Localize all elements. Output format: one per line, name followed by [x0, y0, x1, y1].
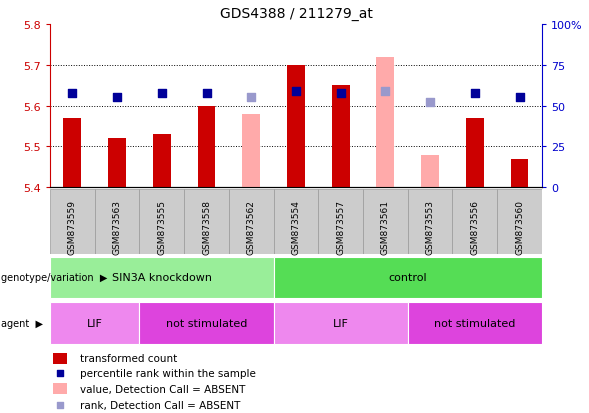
Bar [52, 383, 67, 394]
Point [112, 95, 122, 102]
Text: GSM873554: GSM873554 [292, 199, 300, 254]
Bar [274, 302, 408, 344]
Text: value, Detection Call = ABSENT: value, Detection Call = ABSENT [80, 384, 245, 394]
Bar [140, 190, 184, 254]
Point [55, 370, 65, 377]
Text: not stimulated: not stimulated [166, 318, 247, 328]
Text: agent  ▶: agent ▶ [1, 318, 42, 328]
Bar [421, 155, 439, 188]
Point [292, 89, 301, 95]
Bar [50, 302, 140, 344]
Text: genotype/variation  ▶: genotype/variation ▶ [1, 273, 107, 283]
Bar [153, 135, 171, 188]
Bar [376, 57, 395, 188]
Bar [140, 302, 274, 344]
Text: LIF: LIF [87, 318, 102, 328]
Bar [408, 302, 542, 344]
Text: GSM873558: GSM873558 [202, 199, 211, 254]
Text: GSM873560: GSM873560 [515, 199, 524, 254]
Text: GSM873553: GSM873553 [426, 199, 435, 254]
Bar [466, 119, 484, 188]
Point [425, 99, 435, 106]
Bar [274, 257, 542, 299]
Bar [242, 114, 260, 188]
Bar [511, 159, 528, 188]
Text: control: control [388, 273, 427, 283]
Bar [229, 190, 274, 254]
Bar [52, 353, 67, 364]
Bar [332, 86, 350, 188]
Text: SIN3A knockdown: SIN3A knockdown [112, 273, 212, 283]
Bar [363, 190, 408, 254]
Text: GSM873556: GSM873556 [470, 199, 479, 254]
Point [157, 91, 167, 97]
Bar [197, 107, 216, 188]
Bar [108, 139, 126, 188]
Point [380, 89, 390, 95]
Bar [50, 190, 95, 254]
Bar [95, 190, 140, 254]
Text: GSM873557: GSM873557 [336, 199, 345, 254]
Point [68, 91, 77, 97]
Text: GSM873562: GSM873562 [247, 199, 256, 254]
Point [470, 91, 479, 97]
Text: GSM873563: GSM873563 [112, 199, 122, 254]
Point [202, 91, 211, 97]
Text: LIF: LIF [333, 318, 349, 328]
Bar [50, 257, 274, 299]
Bar [452, 190, 497, 254]
Text: percentile rank within the sample: percentile rank within the sample [80, 368, 256, 378]
Title: GDS4388 / 211279_at: GDS4388 / 211279_at [220, 7, 372, 21]
Point [515, 95, 524, 102]
Bar [184, 190, 229, 254]
Text: GSM873559: GSM873559 [68, 199, 77, 254]
Bar [287, 66, 305, 188]
Point [55, 402, 65, 408]
Text: transformed count: transformed count [80, 354, 177, 363]
Bar [64, 119, 81, 188]
Bar [274, 190, 318, 254]
Text: not stimulated: not stimulated [434, 318, 515, 328]
Point [247, 95, 256, 102]
Bar [408, 190, 452, 254]
Text: GSM873555: GSM873555 [157, 199, 166, 254]
Bar [497, 190, 542, 254]
Text: rank, Detection Call = ABSENT: rank, Detection Call = ABSENT [80, 400, 240, 410]
Point [336, 91, 345, 97]
Bar [318, 190, 363, 254]
Text: GSM873561: GSM873561 [381, 199, 390, 254]
